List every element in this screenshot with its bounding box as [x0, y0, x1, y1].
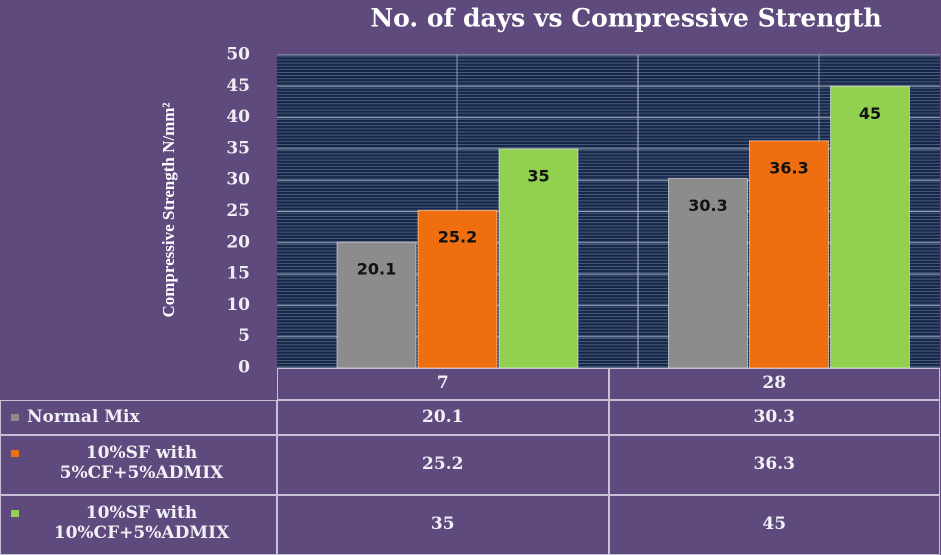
legend-entry: 10%SF with 10%CF+5%ADMIX — [0, 495, 277, 555]
y-tick-label: 10 — [226, 295, 250, 315]
page: No. of days vs Compressive Strength Comp… — [0, 4, 940, 555]
bar — [830, 85, 910, 369]
y-axis-label: Compressive Strength N/mm² — [159, 102, 178, 317]
y-tick-label: 20 — [226, 232, 250, 252]
data-label: 20.1 — [357, 260, 396, 279]
chart-title: No. of days vs Compressive Strength — [370, 4, 881, 33]
bar — [668, 177, 748, 369]
table-value: 25.2 — [277, 435, 609, 495]
table-value: 35 — [277, 495, 609, 555]
bar — [749, 140, 829, 369]
y-tick-label: 15 — [226, 264, 250, 284]
table-value: 36.3 — [608, 435, 940, 495]
bar — [498, 148, 579, 369]
legend-entry: 10%SF with 5%CF+5%ADMIX — [0, 435, 277, 495]
table-header: 28 — [608, 368, 940, 400]
y-tick-label: 0 — [238, 358, 250, 378]
legend-label: Normal Mix — [27, 406, 140, 427]
y-tick-label: 50 — [226, 45, 250, 65]
table-header: 7 — [277, 368, 609, 400]
legend-swatch — [11, 414, 19, 421]
legend-label: 10%SF with 5%CF+5%ADMIX — [59, 443, 224, 483]
bar — [336, 241, 417, 369]
y-tick-label: 5 — [238, 326, 250, 346]
table-value: 30.3 — [608, 400, 940, 435]
legend-swatch — [11, 510, 19, 517]
legend-entry: Normal Mix — [0, 400, 277, 435]
table-value: 20.1 — [277, 400, 609, 435]
y-tick-label: 25 — [226, 201, 250, 221]
y-tick-label: 40 — [226, 107, 250, 127]
y-tick-label: 35 — [226, 138, 250, 158]
bar — [417, 209, 498, 369]
y-tick-label: 30 — [226, 170, 250, 190]
y-tick-label: 45 — [226, 76, 250, 96]
legend-swatch — [11, 450, 19, 457]
data-label: 36.3 — [769, 158, 808, 177]
data-label: 45 — [859, 104, 881, 123]
data-label: 30.3 — [688, 196, 727, 215]
table-value: 45 — [608, 495, 940, 555]
legend-label: 10%SF with 10%CF+5%ADMIX — [53, 503, 230, 543]
data-label: 25.2 — [438, 228, 477, 247]
data-label: 35 — [527, 166, 549, 185]
